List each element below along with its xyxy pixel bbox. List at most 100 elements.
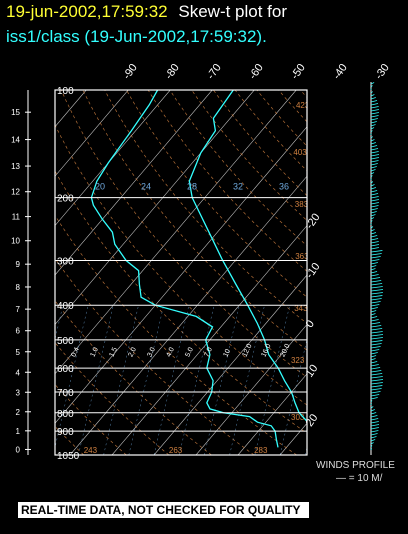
dry-adiabat-line	[55, 214, 297, 455]
plot-frame	[54, 89, 308, 456]
wind-barb	[370, 361, 378, 364]
height-tick-label: 1	[16, 427, 21, 436]
dry-adiabat-line	[213, 90, 307, 197]
isotherm-line	[153, 274, 307, 455]
wind-barb	[370, 367, 381, 370]
timestamp: 19-jun-2002,17:59:32	[6, 2, 168, 21]
wind-barb	[370, 346, 381, 349]
dry-adiabat-label: 363	[295, 252, 309, 261]
wind-barb	[370, 145, 378, 148]
wind-barb	[370, 265, 377, 268]
dry-adiabat-label: 263	[169, 446, 183, 455]
wind-barb	[370, 406, 374, 409]
mixing-ratio-line	[128, 305, 164, 455]
wind-barb	[370, 127, 375, 130]
wind-barb	[370, 193, 379, 196]
isotherm-line	[0, 90, 44, 455]
wind-barb	[370, 316, 378, 319]
height-tick-label: 5	[16, 348, 21, 357]
wind-barb	[370, 328, 383, 331]
wind-barb	[370, 385, 383, 388]
isotherm-line	[55, 90, 171, 227]
isotherm-line	[55, 90, 255, 325]
wind-barb	[370, 142, 376, 145]
dry-adiabat-line	[387, 90, 408, 455]
temperature-tick-label: 10	[304, 363, 321, 380]
pressure-tick-label: 800	[57, 409, 74, 420]
temperature-tick-label: -30	[373, 62, 392, 82]
moist-adiabat-label: 1.5	[108, 346, 119, 358]
wind-barb	[370, 286, 383, 289]
wind-barb	[370, 310, 377, 313]
dry-adiabat-line	[55, 124, 307, 406]
dry-adiabat-line	[55, 170, 307, 434]
wind-barb	[370, 403, 372, 406]
mixing-ratio-line	[153, 305, 190, 455]
moist-adiabat-label: 2.0	[127, 346, 138, 358]
dry-adiabat-line	[234, 90, 307, 172]
wind-barb	[370, 448, 373, 451]
mixing-ratio-line	[178, 305, 215, 455]
mixing-ratio-line	[103, 305, 139, 455]
wind-barb	[370, 349, 380, 352]
wind-barb	[370, 376, 383, 379]
mixing-ratio-line	[229, 305, 265, 455]
wind-barb	[370, 211, 377, 214]
wind-barb	[370, 322, 381, 325]
wind-barb	[370, 271, 378, 274]
wind-barb	[370, 124, 376, 127]
moist-adiabat-label: 1.0	[89, 346, 100, 358]
station-subtitle: iss1/class (19-Jun-2002,17:59:32).	[6, 27, 267, 46]
wind-barb	[370, 274, 379, 277]
height-tick-label: 4	[16, 368, 21, 377]
height-tick-label: 10	[11, 237, 20, 246]
wind-barb	[370, 277, 381, 280]
mixing-ratio-label: 20	[95, 182, 105, 192]
wind-barb	[370, 94, 375, 97]
height-tick-label: 14	[11, 136, 20, 145]
wind-barb	[370, 313, 376, 316]
height-tick-label: 15	[11, 108, 20, 117]
temperature-curve	[188, 90, 307, 423]
wind-barb	[370, 112, 380, 115]
temperature-tick-label: -50	[289, 62, 308, 82]
wind-barb	[370, 379, 384, 382]
wind-barb	[370, 412, 377, 415]
dry-adiabat-line	[169, 90, 307, 247]
dry-adiabat-line	[126, 90, 307, 298]
wind-barb	[370, 229, 375, 232]
wind-barb	[370, 343, 382, 346]
winds-scale-label: — = 10 M/	[336, 473, 383, 484]
wind-barb	[370, 256, 381, 259]
wind-barb	[370, 115, 379, 118]
dry-adiabat-line	[191, 90, 307, 221]
temperature-tick-label: -60	[247, 62, 266, 82]
wind-barb	[370, 103, 379, 106]
mixing-ratio-label: 28	[187, 182, 197, 192]
wind-barb	[370, 139, 375, 142]
pressure-tick-label: 300	[57, 257, 74, 268]
wind-barb	[370, 391, 381, 394]
wind-barb	[370, 163, 378, 166]
pressure-tick-label: 200	[57, 194, 74, 205]
wind-barb	[370, 172, 375, 175]
wind-barb	[370, 241, 379, 244]
wind-barb	[370, 109, 380, 112]
temperature-tick-label: -70	[205, 62, 224, 82]
wind-barb	[370, 91, 374, 94]
moist-adiabat-label: 3.0	[146, 346, 157, 358]
dry-adiabat-label: 343	[294, 304, 308, 313]
temperature-tick-label: -80	[163, 62, 182, 82]
wind-barb	[370, 331, 383, 334]
dry-adiabat-line	[60, 90, 307, 378]
wind-barb	[370, 421, 379, 424]
dewpoint-curve	[90, 90, 279, 448]
dry-adiabat-line	[55, 257, 255, 455]
dry-adiabat-label: 383	[295, 200, 309, 209]
wind-barb	[370, 235, 378, 238]
wind-barb	[370, 433, 378, 436]
height-tick-label: 9	[16, 260, 21, 269]
dry-adiabat-line	[55, 300, 212, 455]
wind-barb	[370, 157, 380, 160]
